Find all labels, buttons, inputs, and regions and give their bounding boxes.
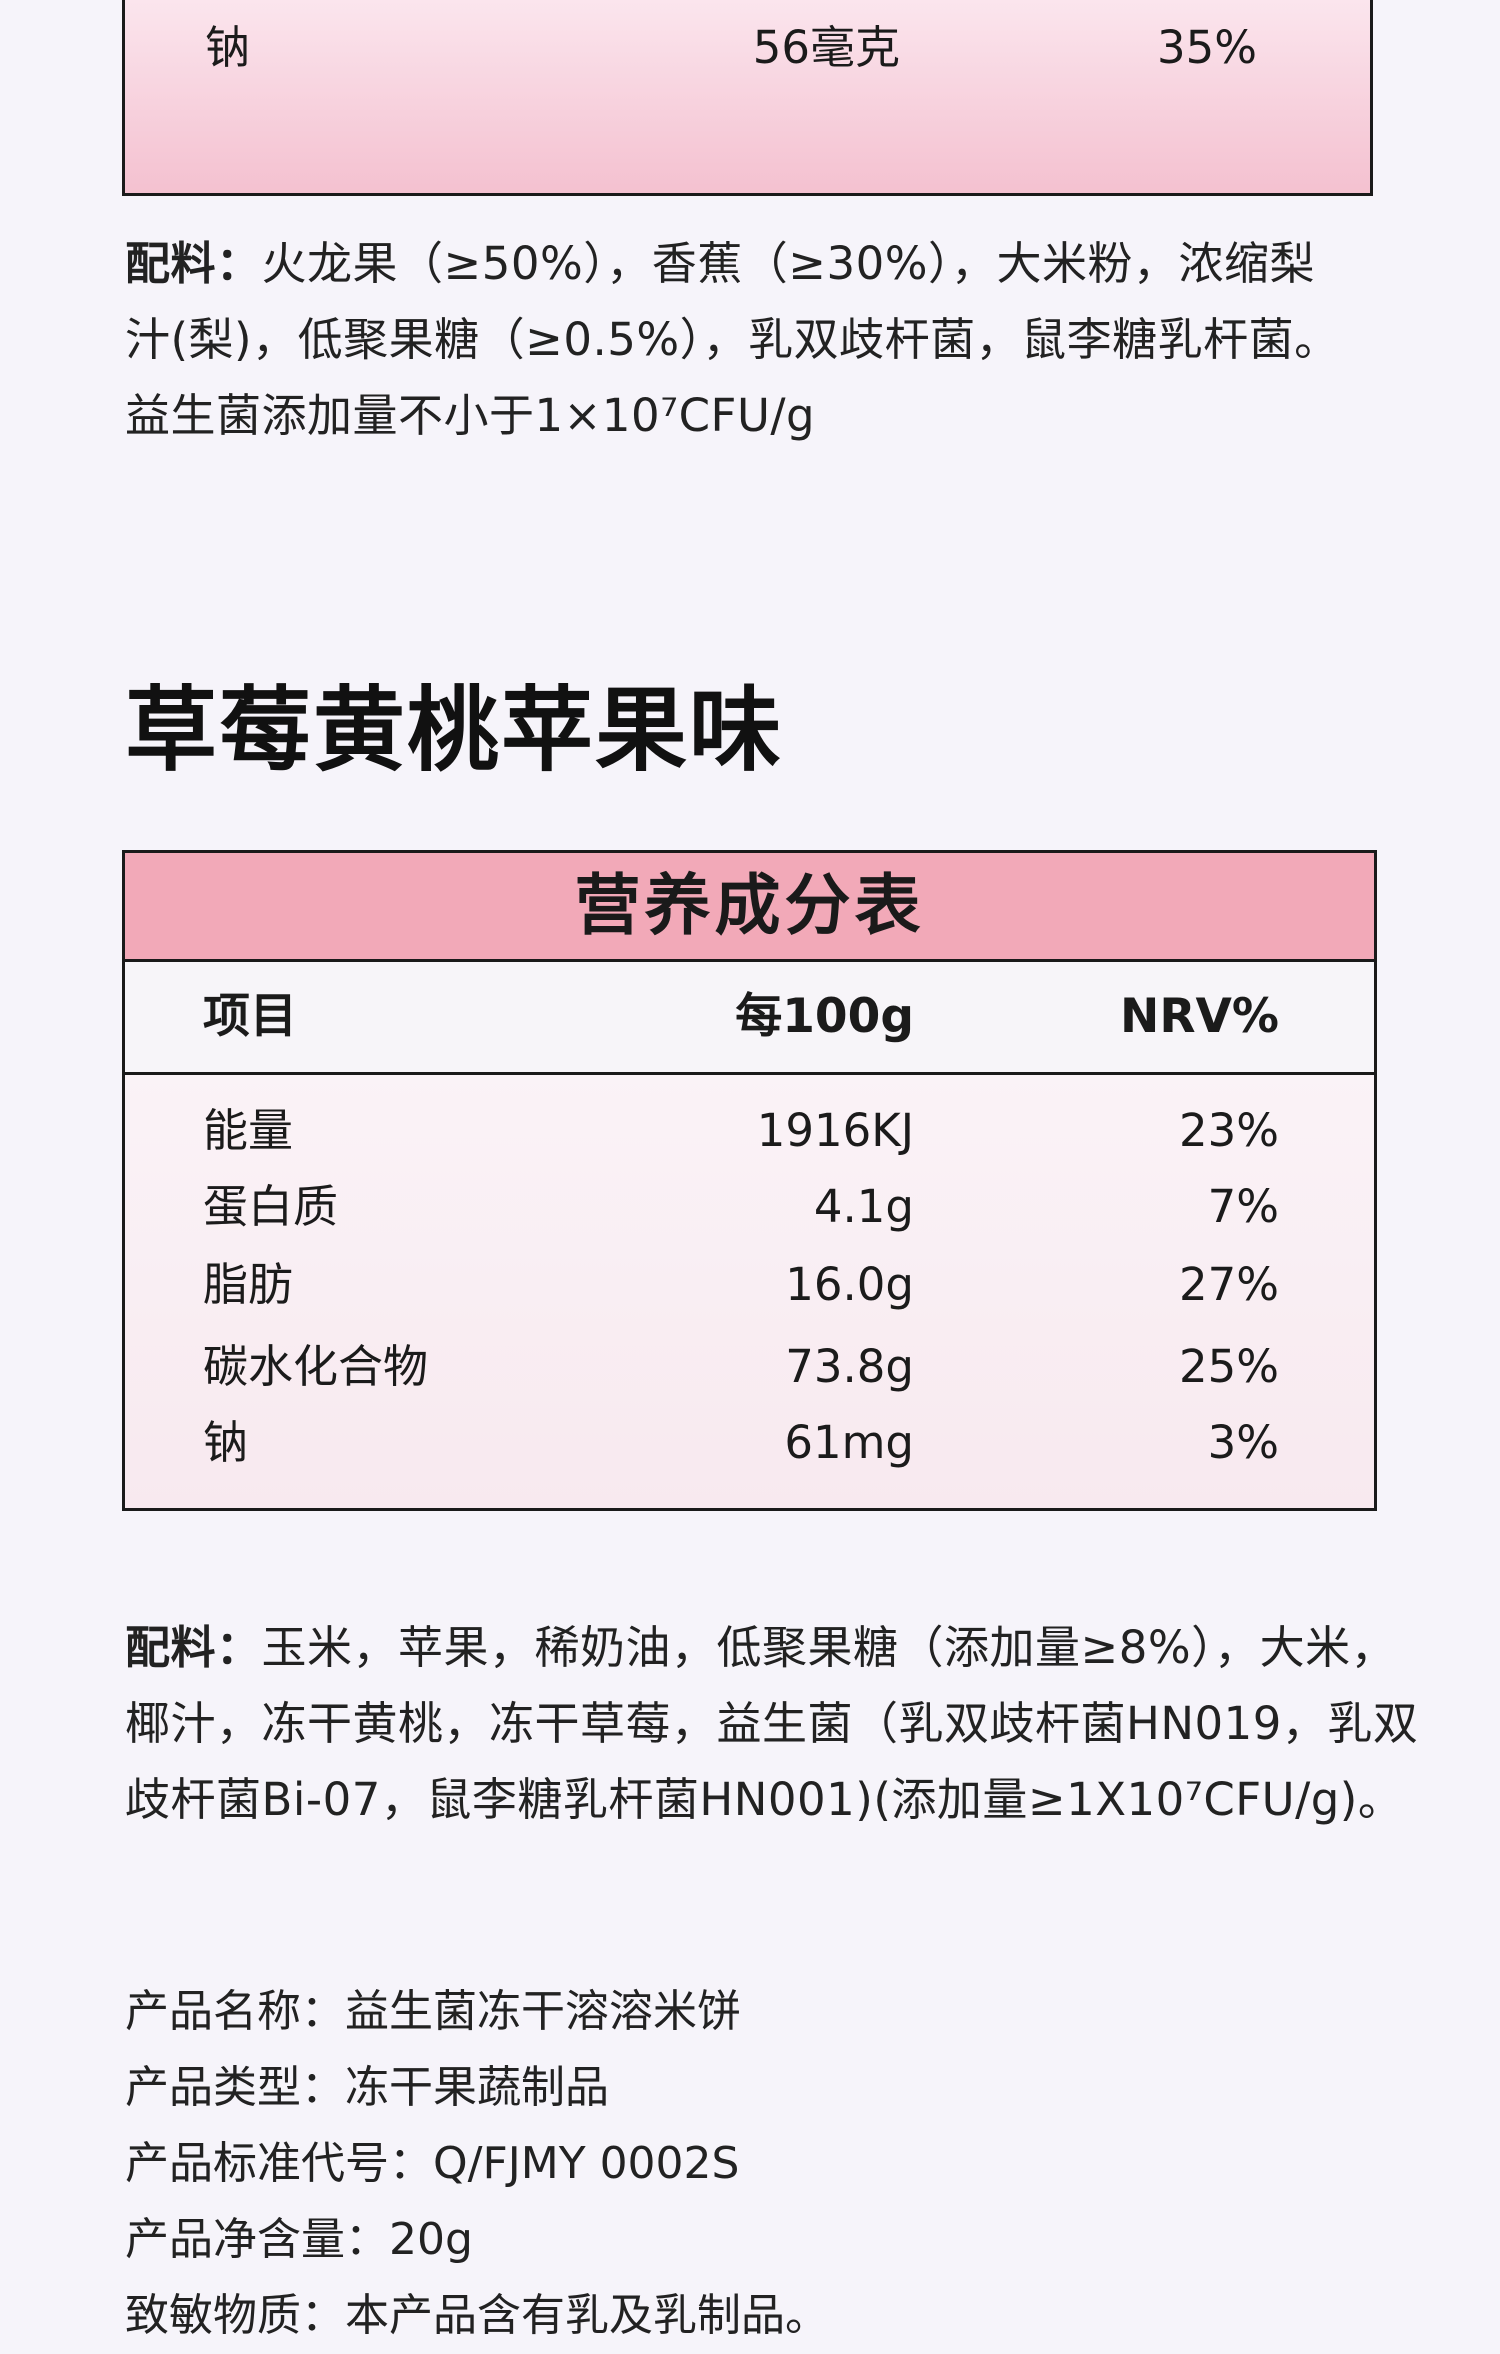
ingredients-line: 歧杆菌Bi-07，鼠李糖乳杆菌HN001)(添加量≥1X10⁷CFU/g)。 bbox=[125, 1773, 1404, 1826]
nutrition-table: 营养成分表 项目 每100g NRV% 能量 1916KJ 23% 蛋白质 4.… bbox=[122, 850, 1377, 1511]
table-row: 蛋白质 4.1g 7% bbox=[125, 1169, 1374, 1245]
ingredients-line: 配料：火龙果（≥50%），香蕉（≥30%），大米粉，浓缩梨 bbox=[125, 237, 1315, 290]
header-item: 项目 bbox=[203, 989, 297, 1044]
flavor-title: 草莓黄桃苹果味 bbox=[125, 677, 784, 784]
ingredients-paragraph-1: 配料：火龙果（≥50%），香蕉（≥30%），大米粉，浓缩梨 汁(梨)，低聚果糖（… bbox=[125, 226, 1340, 454]
nutrient-nrv: 27% bbox=[1178, 1258, 1279, 1311]
nutrient-name: 能量 bbox=[203, 1104, 294, 1157]
nutrition-table-title: 营养成分表 bbox=[125, 853, 1374, 962]
ingredients-label: 配料： bbox=[125, 1621, 262, 1674]
table-row: 碳水化合物 73.8g 25% bbox=[125, 1329, 1374, 1405]
nutrient-nrv: 23% bbox=[1178, 1104, 1279, 1157]
product-standard-code: 产品标准代号：Q/FJMY 0002S bbox=[125, 2138, 740, 2189]
ingredients-line: 益生菌添加量不小于1×10⁷CFU/g bbox=[125, 389, 816, 442]
nutrient-value: 56毫克 bbox=[752, 21, 900, 74]
nutrient-name: 钠 bbox=[205, 21, 251, 74]
product-net-content: 产品净含量：20g bbox=[125, 2214, 473, 2265]
nutrient-value: 16.0g bbox=[785, 1258, 914, 1311]
header-per-100g: 每100g bbox=[735, 989, 914, 1044]
nutrient-value: 1916KJ bbox=[756, 1104, 914, 1157]
product-type: 产品类型：冻干果蔬制品 bbox=[125, 2062, 609, 2113]
nutrient-value: 61mg bbox=[784, 1416, 914, 1469]
nutrient-name: 蛋白质 bbox=[203, 1180, 339, 1233]
ingredients-line: 汁(梨)，低聚果糖（≥0.5%），乳双歧杆菌，鼠李糖乳杆菌。 bbox=[125, 313, 1340, 366]
nutrient-value: 73.8g bbox=[785, 1340, 914, 1393]
product-info: 产品名称：益生菌冻干溶溶米饼 产品类型：冻干果蔬制品 产品标准代号：Q/FJMY… bbox=[125, 1974, 829, 2354]
ingredients-paragraph-2: 配料：玉米，苹果，稀奶油，低聚果糖（添加量≥8%），大米， 椰汁，冻干黄桃，冻干… bbox=[125, 1610, 1418, 1838]
table-row: 能量 1916KJ 23% bbox=[125, 1093, 1374, 1169]
nutrition-table-header: 项目 每100g NRV% bbox=[125, 962, 1374, 1075]
nutrient-nrv: 35% bbox=[1156, 21, 1257, 74]
nutrient-nrv: 7% bbox=[1207, 1180, 1279, 1233]
ingredients-line: 配料：玉米，苹果，稀奶油，低聚果糖（添加量≥8%），大米， bbox=[125, 1621, 1397, 1674]
nutrient-nrv: 25% bbox=[1178, 1340, 1279, 1393]
nutrient-name: 钠 bbox=[203, 1416, 249, 1469]
table-row: 钠 61mg 3% bbox=[125, 1405, 1374, 1481]
product-allergens: 致敏物质：本产品含有乳及乳制品。 bbox=[125, 2290, 829, 2341]
table-row: 脂肪 16.0g 27% bbox=[125, 1247, 1374, 1323]
nutrient-name: 碳水化合物 bbox=[203, 1340, 429, 1393]
ingredients-line: 椰汁，冻干黄桃，冻干草莓，益生菌（乳双歧杆菌HN019，乳双 bbox=[125, 1697, 1419, 1750]
table-row: 钠 56毫克 35% bbox=[125, 18, 1370, 78]
nutrient-name: 脂肪 bbox=[203, 1258, 294, 1311]
previous-nutrition-table-fragment: 钠 56毫克 35% bbox=[122, 0, 1373, 196]
nutrient-nrv: 3% bbox=[1207, 1416, 1279, 1469]
nutrient-value: 4.1g bbox=[813, 1180, 914, 1233]
ingredients-label: 配料： bbox=[125, 237, 262, 290]
product-name: 产品名称：益生菌冻干溶溶米饼 bbox=[125, 1986, 741, 2037]
header-nrv: NRV% bbox=[1120, 989, 1279, 1044]
